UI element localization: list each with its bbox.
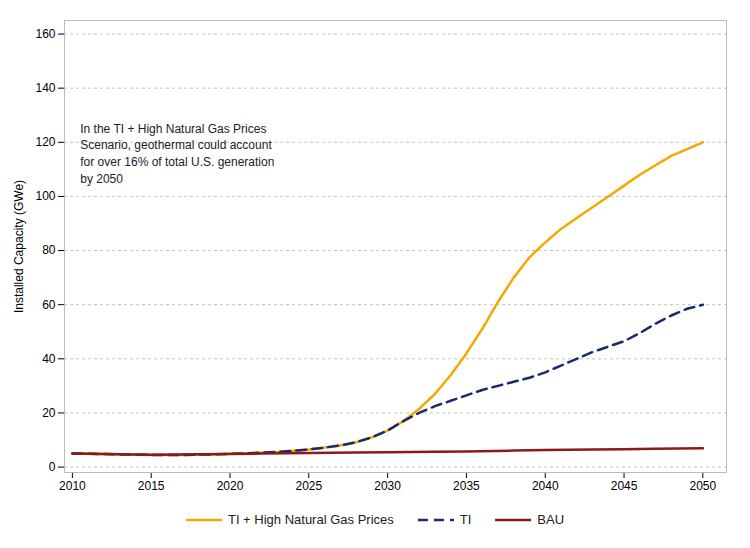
svg-text:0: 0	[49, 460, 56, 474]
svg-text:2025: 2025	[295, 479, 322, 493]
svg-text:2035: 2035	[453, 479, 480, 493]
svg-text:80: 80	[42, 243, 56, 257]
svg-text:2045: 2045	[611, 479, 638, 493]
svg-text:In the TI + High Natural Gas P: In the TI + High Natural Gas PricesScena…	[80, 122, 274, 186]
svg-text:100: 100	[35, 189, 55, 203]
svg-text:2050: 2050	[690, 479, 717, 493]
svg-text:20: 20	[42, 406, 56, 420]
svg-text:140: 140	[35, 81, 55, 95]
html-text:TI + High Natural Gas Prices: TI + High Natural Gas Prices	[227, 512, 394, 527]
svg-text:2020: 2020	[217, 479, 244, 493]
svg-text:160: 160	[35, 27, 55, 41]
svg-text:2030: 2030	[374, 479, 401, 493]
svg-text:2015: 2015	[138, 479, 165, 493]
svg-text:40: 40	[42, 352, 56, 366]
svg-text:60: 60	[42, 298, 56, 312]
svg-text:120: 120	[35, 135, 55, 149]
svg-text:2010: 2010	[59, 479, 86, 493]
html-text:TI: TI	[459, 512, 472, 527]
html-text:BAU: BAU	[537, 512, 564, 527]
svg-text:2040: 2040	[532, 479, 559, 493]
svg-text:Installed Capacity (GWe): Installed Capacity (GWe)	[12, 180, 26, 313]
